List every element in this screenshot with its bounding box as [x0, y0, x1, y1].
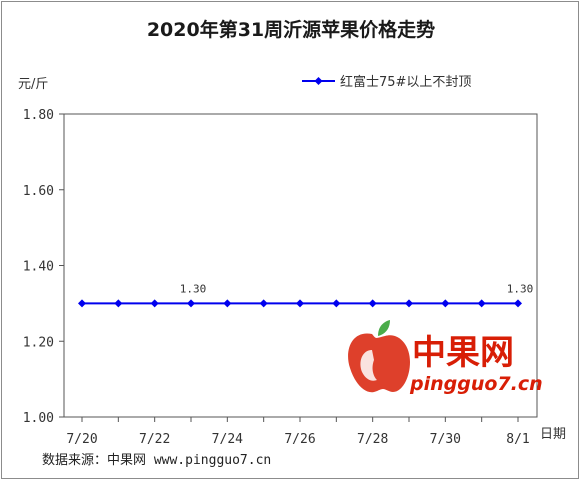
y-tick-label: 1.00 — [23, 411, 54, 426]
x-tick-label: 7/28 — [357, 432, 388, 447]
y-tick-label: 1.20 — [23, 335, 54, 350]
x-tick-label: 7/30 — [430, 432, 461, 447]
x-tick-label: 7/20 — [66, 432, 97, 447]
y-tick-label: 1.40 — [23, 260, 54, 275]
data-labels: 1.30 1.30 — [180, 282, 534, 295]
legend-label: 红富士75#以上不封顶 — [340, 74, 471, 90]
data-point — [223, 299, 232, 308]
data-point — [296, 299, 304, 308]
data-label: 1.30 — [180, 282, 207, 295]
legend-marker — [314, 77, 323, 85]
legend: 红富士75#以上不封顶 — [302, 74, 471, 90]
data-point — [477, 299, 486, 308]
data-point — [150, 299, 159, 308]
data-point — [441, 299, 450, 308]
chart-title: 2020年第31周沂源苹果价格走势 — [147, 18, 435, 41]
data-point — [405, 299, 413, 308]
x-tick-label: 7/24 — [212, 432, 243, 447]
y-tick-label: 1.60 — [23, 184, 54, 199]
data-point — [332, 299, 341, 308]
data-point — [368, 299, 377, 308]
data-point — [114, 299, 123, 308]
data-point — [259, 299, 268, 308]
apple-logo-icon — [348, 320, 410, 393]
x-tick-label: 7/22 — [139, 432, 170, 447]
data-point — [78, 299, 86, 308]
y-tick-labels: 1.00 1.20 1.40 1.60 1.80 — [23, 108, 54, 426]
watermark-name: 中果网 — [412, 333, 514, 373]
data-point — [187, 299, 195, 308]
x-tick-label: 7/26 — [284, 432, 315, 447]
data-label: 1.30 — [507, 282, 534, 295]
x-tick-labels: 7/20 7/22 7/24 7/26 7/28 7/30 8/1 — [66, 432, 529, 447]
y-axis-label: 元/斤 — [18, 77, 48, 92]
source-note: 数据来源：中果网 www.pingguo7.cn — [42, 453, 271, 468]
watermark-logo: 中果网 pingguo7.cn — [348, 320, 543, 395]
watermark-url: pingguo7.cn — [409, 373, 543, 395]
x-tick-label: 8/1 — [506, 432, 529, 447]
data-point — [514, 299, 522, 308]
series-layer — [78, 299, 522, 308]
plot-area — [59, 113, 538, 422]
y-tick-label: 1.80 — [23, 108, 54, 123]
x-axis-label: 日期 — [540, 427, 566, 442]
